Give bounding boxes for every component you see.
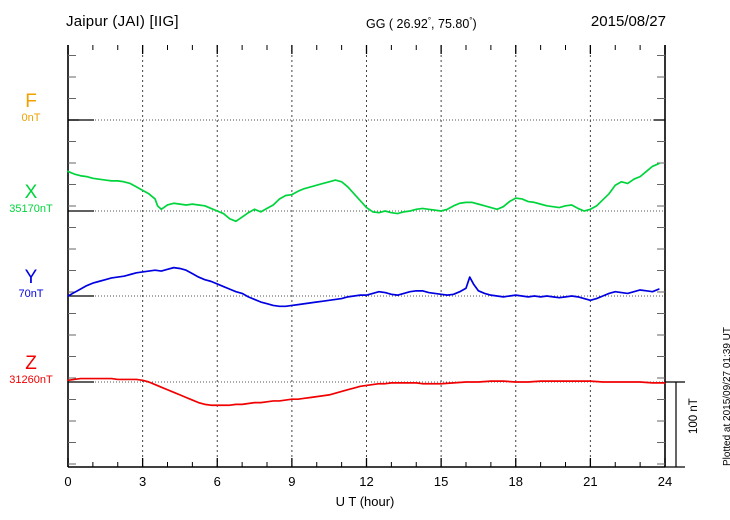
component-label-z: Z 31260nT	[0, 354, 62, 386]
component-symbol-z: Z	[25, 353, 37, 374]
x-tick-label: 18	[508, 474, 523, 489]
component-label-y: Y 70nT	[0, 268, 62, 300]
x-tick-label: 0	[64, 474, 72, 489]
baseline-layer	[68, 119, 665, 383]
geographic-coordinates: GG ( 26.92°, 75.80°)	[366, 16, 477, 31]
chart-header: Jaipur (JAI) [IIG] GG ( 26.92°, 75.80°) …	[0, 0, 730, 40]
component-baseline-y: 70nT	[18, 288, 44, 300]
scale-bar-layer	[665, 381, 685, 468]
component-symbol-y: Y	[24, 267, 38, 288]
component-baseline-x: 35170nT	[9, 203, 53, 215]
component-symbol-x: X	[24, 182, 38, 203]
component-symbol-f: F	[25, 91, 37, 112]
trace-y	[67, 266, 660, 308]
trace-z	[67, 377, 666, 407]
coords-suffix: )	[472, 17, 477, 32]
component-baseline-f: 0nT	[21, 112, 41, 124]
data-series-layer	[67, 162, 666, 407]
component-label-x: X 35170nT	[0, 183, 62, 215]
x-tick-label: 21	[583, 474, 598, 489]
axis-ticks-layer	[67, 45, 666, 467]
degree-symbol-lon: °	[469, 16, 473, 25]
plotted-at-caption: Plotted at 2015/09/27 01:39 UT	[722, 327, 730, 466]
observation-date: 2015/08/27	[590, 13, 666, 30]
x-tick-label: 24	[657, 474, 673, 489]
x-tick-label: 9	[288, 474, 296, 489]
x-tick-label: 6	[213, 474, 221, 489]
component-label-f: F 0nT	[0, 92, 62, 124]
trace-x	[67, 162, 660, 223]
x-axis-title: U T (hour)	[335, 494, 395, 509]
scale-bar-label: 100 nT	[688, 398, 700, 434]
x-tick-label: 15	[433, 474, 449, 489]
component-baseline-z: 31260nT	[9, 374, 53, 386]
coords-lon-mid: , 75.80	[431, 17, 470, 32]
coords-lat-prefix: GG ( 26.92	[366, 17, 428, 32]
grid-layer	[142, 45, 591, 467]
station-title: Jaipur (JAI) [IIG]	[66, 13, 179, 30]
x-tick-label: 3	[139, 474, 147, 489]
degree-symbol-lat: °	[427, 16, 432, 25]
x-tick-label: 12	[359, 474, 374, 489]
